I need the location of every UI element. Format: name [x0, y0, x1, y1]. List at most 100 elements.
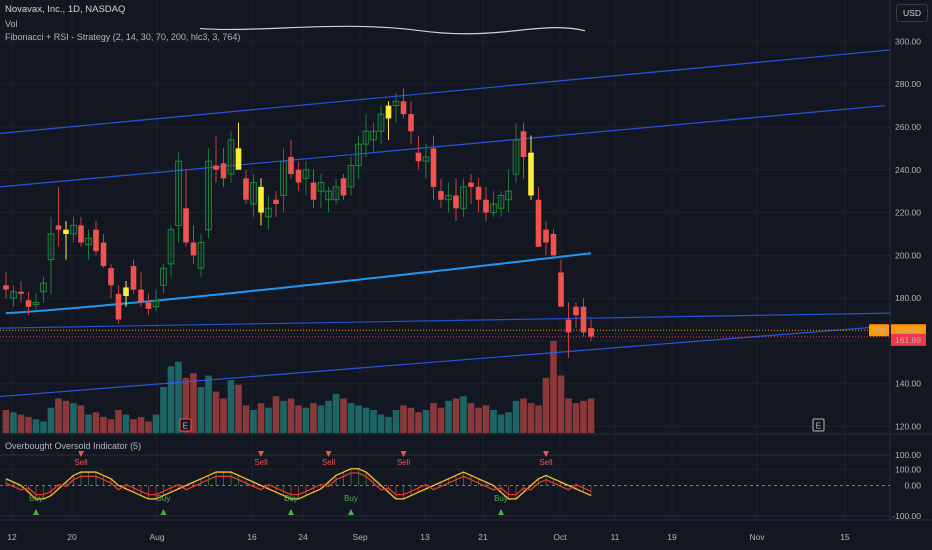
volume-bar: [160, 387, 167, 433]
last-price-badge: [891, 333, 926, 346]
indicator-tick-label: 0.00: [904, 481, 921, 491]
currency-badge[interactable]: USD: [896, 4, 928, 22]
volume-bar: [175, 361, 182, 433]
volume-bar: [235, 384, 242, 433]
volume-bar: [340, 398, 347, 433]
candle-body: [243, 178, 249, 200]
price-tick-label: 240.00: [895, 165, 921, 175]
volume-bar: [182, 377, 190, 433]
candle-body: [422, 156, 430, 162]
candle-body: [332, 186, 340, 201]
volume-bar: [377, 414, 385, 433]
chart-title[interactable]: Novavax, Inc., 1D, NASDAQ: [5, 4, 126, 15]
time-tick-label: 12: [7, 532, 17, 542]
candle-body: [580, 306, 587, 333]
volume-bar: [437, 407, 445, 433]
volume-bar: [445, 400, 452, 433]
candle-body: [512, 139, 520, 175]
candle-body: [550, 233, 557, 256]
buy-signal-label: Buy: [29, 494, 43, 503]
volume-bar: [587, 398, 595, 433]
time-tick-label: 13: [420, 532, 430, 542]
candle-body: [280, 160, 287, 196]
candle-body: [55, 225, 62, 230]
volume-ma-line: [199, 25, 586, 35]
volume-bar: [32, 419, 40, 433]
volume-bar: [527, 403, 535, 433]
volume-bar: [272, 396, 280, 433]
candle-body: [18, 291, 24, 294]
earnings-marker: [179, 418, 192, 432]
sell-signal-label: Sell: [539, 458, 553, 467]
indicator-tick-label: 100.00: [895, 450, 921, 460]
price-tick-label: 120.00: [895, 422, 921, 432]
candle-body: [70, 224, 77, 235]
volume-bar: [77, 405, 85, 433]
volume-bar: [85, 414, 92, 433]
volume-bar: [25, 416, 32, 433]
price-tick-label: 180.00: [895, 293, 921, 303]
volume-bar: [92, 412, 100, 433]
candle-body: [453, 195, 459, 209]
volume-bar: [580, 400, 587, 433]
volume-bar: [190, 373, 197, 433]
candle-body: [430, 148, 437, 187]
volume-bar: [197, 387, 205, 433]
candle-body: [40, 282, 47, 293]
candle-body: [100, 242, 107, 267]
volume-bar: [565, 398, 572, 433]
volume-legend[interactable]: Vol: [5, 19, 18, 29]
pre-market-tag-label: Pre: [872, 325, 886, 335]
strategy-legend[interactable]: Fibonacci + RSI - Strategy (2, 14, 30, 7…: [5, 32, 241, 42]
volume-bar: [145, 421, 152, 433]
price-tick-label: 220.00: [895, 208, 921, 218]
volume-bar: [520, 398, 527, 433]
price-tick-label: 280.00: [895, 79, 921, 89]
candle-body: [108, 268, 114, 286]
price-axis[interactable]: 300.00 280.00 260.00 240.00 220.00 200.00 180.…: [869, 36, 926, 474]
candle-body: [558, 272, 564, 307]
candle-body: [475, 186, 482, 200]
candle-body: [93, 229, 99, 252]
candle-body: [10, 291, 17, 299]
candle-body: [340, 178, 347, 196]
volume-bar: [287, 398, 295, 433]
candle-body: [167, 229, 175, 265]
buy-signal-marker: [348, 509, 354, 515]
candle-body: [32, 301, 40, 306]
volume-bar: [550, 341, 557, 433]
time-axis[interactable]: 12 20 Aug 16 24 Sep 13 21 Oct 11 19 Nov 15: [7, 532, 850, 542]
candle-body: [205, 160, 212, 231]
candle-body: [235, 148, 242, 170]
indicator-legend[interactable]: Overbought Oversold Indicator (5): [5, 441, 142, 451]
candle-body: [438, 191, 444, 200]
time-tick-label: 11: [611, 532, 620, 542]
volume-bar: [355, 405, 362, 433]
candle-body: [47, 233, 55, 261]
candle-body: [302, 169, 310, 179]
volume-bar: [347, 403, 355, 433]
volume-bar: [482, 405, 490, 433]
volume-bar: [280, 400, 287, 433]
buy-signal-label: Buy: [344, 494, 358, 503]
price-tick-label: 140.00: [895, 379, 921, 389]
pre-market-tag: [869, 324, 889, 337]
candle-body: [347, 164, 355, 188]
volume-bar: [557, 375, 565, 433]
candle-body: [123, 287, 129, 296]
candle-body: [543, 229, 549, 243]
volume-bar: [107, 419, 115, 433]
volume-bar: [362, 407, 370, 433]
candle-body: [325, 190, 332, 201]
candle-body: [408, 114, 414, 132]
candle-body: [25, 300, 32, 307]
time-tick-label: 15: [840, 532, 850, 542]
volume-bar: [40, 421, 47, 433]
candle-body: [385, 105, 392, 119]
candle-body: [490, 203, 497, 214]
candle-body: [370, 130, 377, 141]
buy-signal-marker: [160, 509, 167, 515]
candle-body: [265, 207, 272, 218]
